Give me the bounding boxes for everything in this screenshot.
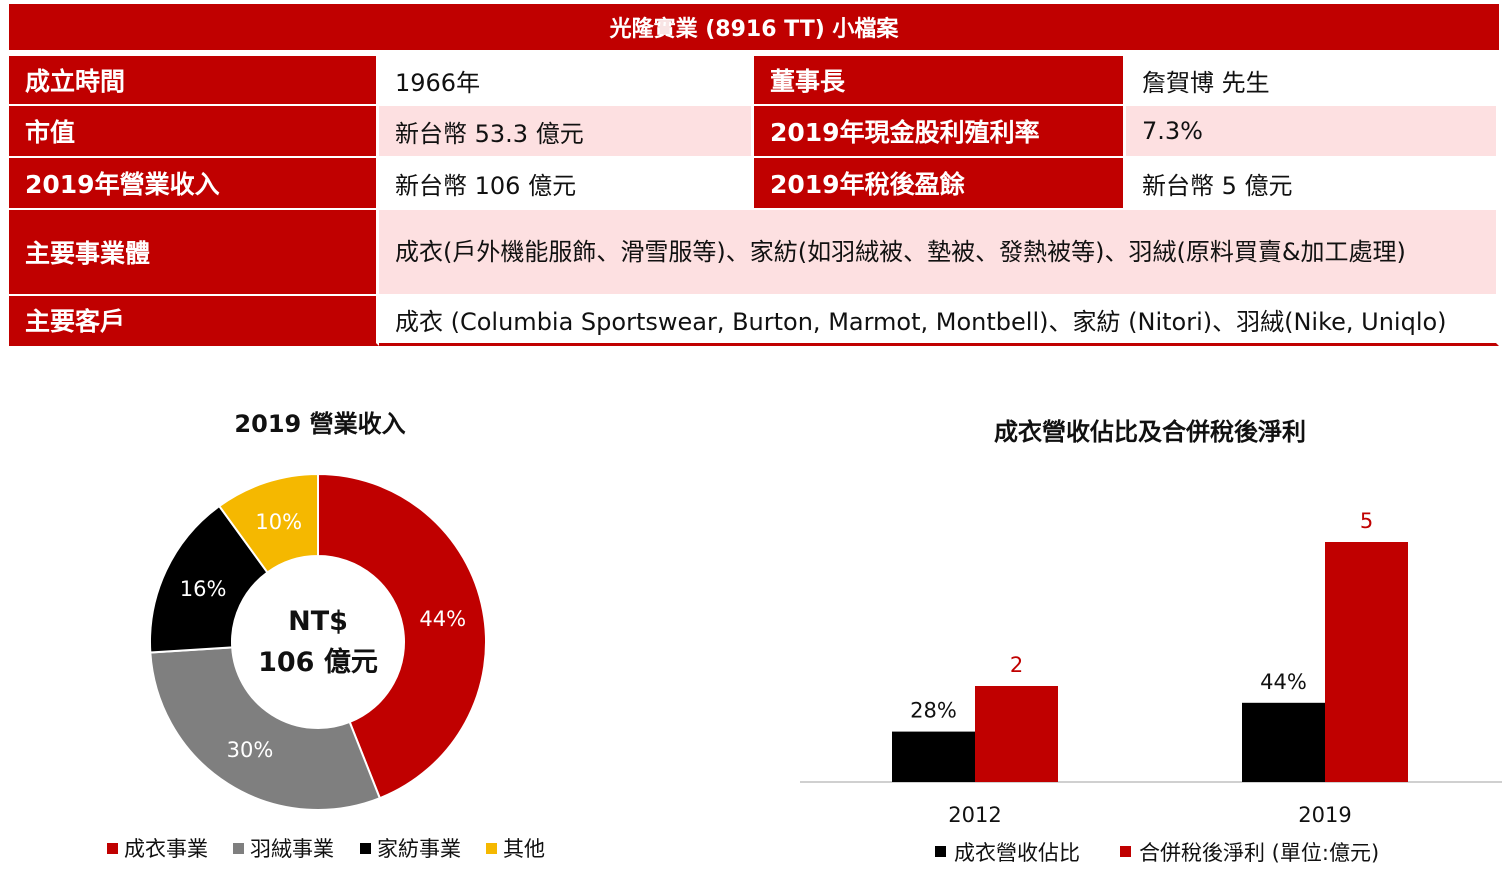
profile-row-founded: 成立時間 1966年 董事長 詹賀博 先生 xyxy=(9,56,1499,106)
donut-title: 2019 營業收入 xyxy=(234,410,405,438)
bar-1-2012 xyxy=(892,731,975,782)
bar-value-label-2-2019: 5 xyxy=(1360,509,1373,533)
apparel-profit-bar-chart: 成衣營收佔比及合併稅後淨利 28% 2 2012 44% 5 2019 成衣營收佔比 合併稅… xyxy=(790,380,1512,867)
founded-value: 1966年 xyxy=(379,56,754,106)
bar-2-2012 xyxy=(975,686,1058,782)
bar-legend-swatch-2 xyxy=(1120,846,1131,857)
revenue-label: 2019年營業收入 xyxy=(9,158,379,210)
profile-title: 光隆實業 (8916 TT) 小檔案 xyxy=(9,4,1499,50)
bar-marks: 28% 2 2012 44% 5 2019 xyxy=(892,509,1408,827)
net-income-label: 2019年稅後盈餘 xyxy=(754,158,1126,210)
bar-category-label-2019: 2019 xyxy=(1298,803,1351,827)
bar-svg: 成衣營收佔比及合併稅後淨利 28% 2 2012 44% 5 2019 成衣營收佔比 合併稅… xyxy=(800,418,1502,865)
donut-legend-label-3: 家紡事業 xyxy=(377,837,461,861)
donut-legend-swatch-3 xyxy=(360,843,371,854)
donut-slice-4 xyxy=(217,472,319,574)
customers-label: 主要客戶 xyxy=(9,296,379,346)
donut-legend-label-2: 羽絨事業 xyxy=(250,837,334,861)
chairman-value: 詹賀博 先生 xyxy=(1126,56,1499,106)
business-value: 成衣(戶外機能服飾、滑雪服等)、家紡(如羽絨被、墊被、發熱被等)、羽絨(原料買賣… xyxy=(379,210,1499,296)
profile-table: 成立時間 1966年 董事長 詹賀博 先生 市值 新台幣 53.3 億元 201… xyxy=(9,56,1499,346)
bar-value-label-1-2019: 44% xyxy=(1260,670,1307,694)
donut-value-label-1: 44% xyxy=(419,607,466,631)
donut-center-line2: 106 億元 xyxy=(258,647,378,678)
bar-value-label-2-2012: 2 xyxy=(1010,653,1023,677)
donut-slice-1 xyxy=(317,472,487,800)
revenue-value: 新台幣 106 億元 xyxy=(379,158,754,210)
bar-chart-title: 成衣營收佔比及合併稅後淨利 xyxy=(994,418,1306,446)
profile-row-business: 主要事業體 成衣(戶外機能服飾、滑雪服等)、家紡(如羽絨被、墊被、發熱被等)、羽… xyxy=(9,210,1499,296)
bar-legend-label-2: 合併稅後淨利 (單位:億元) xyxy=(1139,841,1379,865)
donut-svg: 2019 營業收入 44% 30% 16% 10% NT$ 106 億元 成衣事業 羽絨… xyxy=(107,410,545,861)
chairman-label: 董事長 xyxy=(754,56,1126,106)
profile-row-revenue: 2019年營業收入 新台幣 106 億元 2019年稅後盈餘 新台幣 5 億元 xyxy=(9,158,1499,210)
donut-value-label-2: 30% xyxy=(227,738,274,762)
donut-center-line1: NT$ xyxy=(288,606,348,637)
donut-legend-swatch-4 xyxy=(486,843,497,854)
bar-legend-swatch-1 xyxy=(935,846,946,857)
bar-category-label-2012: 2012 xyxy=(948,803,1001,827)
donut-value-labels: 44% 30% 16% 10% xyxy=(180,510,466,762)
donut-legend-label-4: 其他 xyxy=(503,837,545,861)
dividend-yield-label: 2019年現金股利殖利率 xyxy=(754,106,1126,158)
market-cap-label: 市值 xyxy=(9,106,379,158)
business-label: 主要事業體 xyxy=(9,210,379,296)
donut-legend-swatch-1 xyxy=(107,843,118,854)
revenue-donut-chart: 2019 營業收入 44% 30% 16% 10% NT$ 106 億元 成衣事業 羽絨… xyxy=(0,380,640,867)
profile-row-customers: 主要客戶 成衣 (Columbia Sportswear, Burton, Ma… xyxy=(9,296,1499,346)
bar-legend: 成衣營收佔比 合併稅後淨利 (單位:億元) xyxy=(935,841,1379,865)
bar-1-2019 xyxy=(1242,702,1325,782)
donut-legend-swatch-2 xyxy=(233,843,244,854)
donut-slices xyxy=(149,472,487,811)
bar-value-label-1-2012: 28% xyxy=(910,699,957,723)
customers-value: 成衣 (Columbia Sportswear, Burton, Marmot,… xyxy=(379,296,1499,346)
profile-row-market-cap: 市值 新台幣 53.3 億元 2019年現金股利殖利率 7.3% xyxy=(9,106,1499,158)
founded-label: 成立時間 xyxy=(9,56,379,106)
donut-legend: 成衣事業 羽絨事業 家紡事業 其他 xyxy=(107,837,545,861)
dividend-yield-value: 7.3% xyxy=(1126,106,1499,158)
donut-slice-2 xyxy=(149,646,382,811)
net-income-value: 新台幣 5 億元 xyxy=(1126,158,1499,210)
market-cap-value: 新台幣 53.3 億元 xyxy=(379,106,754,158)
donut-legend-label-1: 成衣事業 xyxy=(124,837,208,861)
donut-value-label-3: 16% xyxy=(180,577,227,601)
donut-value-label-4: 10% xyxy=(255,510,302,534)
bar-2-2019 xyxy=(1325,542,1408,782)
bar-legend-label-1: 成衣營收佔比 xyxy=(954,841,1080,865)
